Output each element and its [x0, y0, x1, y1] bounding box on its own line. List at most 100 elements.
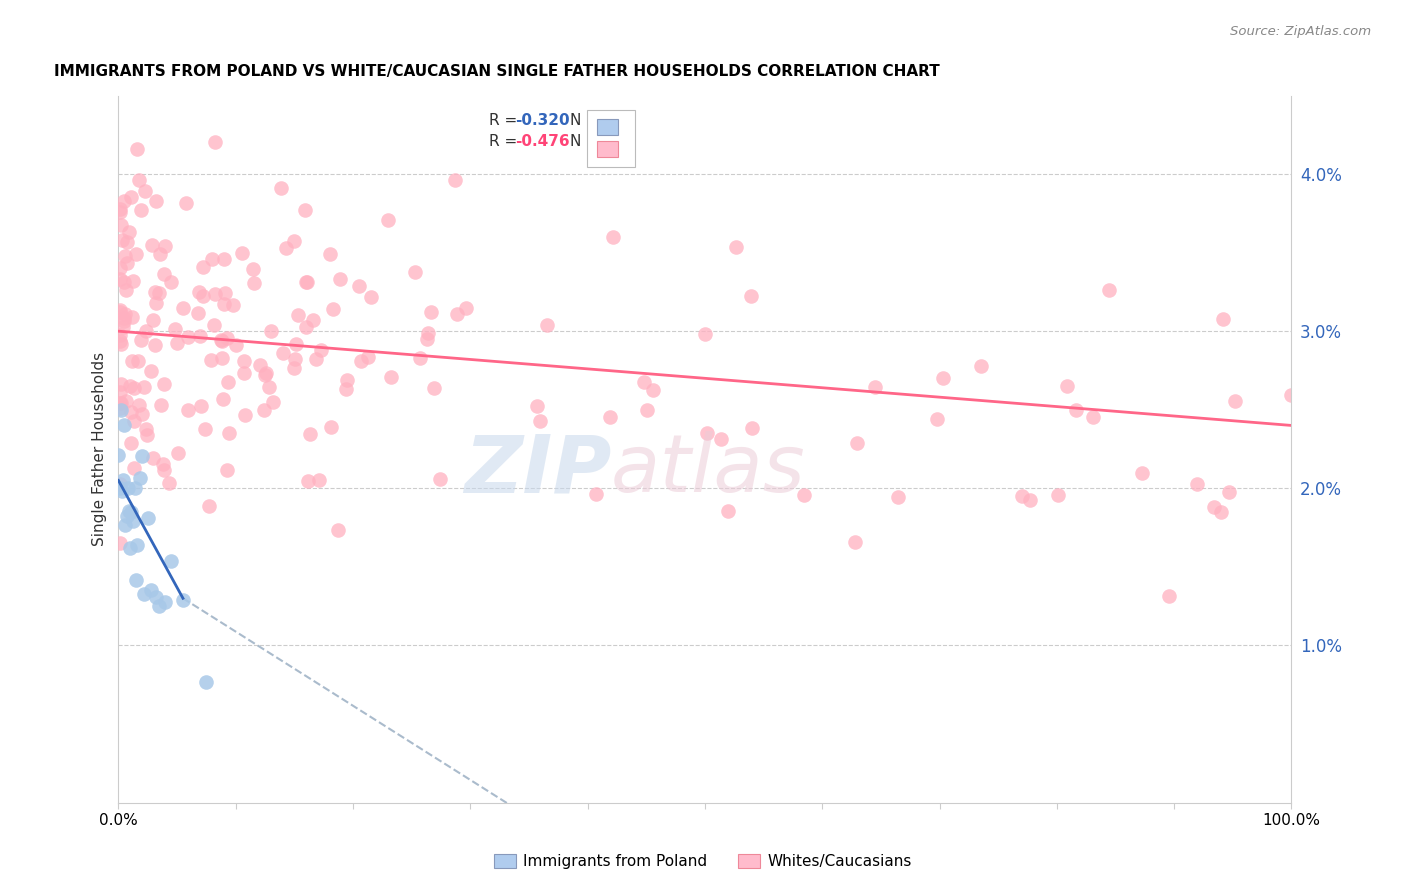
Point — [167, 446, 190, 460]
Point — [121, 514, 143, 528]
Point — [887, 490, 910, 504]
Point — [135, 324, 157, 338]
Point — [141, 237, 163, 252]
Point — [110, 402, 132, 417]
Point — [377, 213, 399, 227]
Point — [218, 425, 240, 440]
Point — [536, 318, 558, 332]
Point — [212, 297, 235, 311]
Point — [932, 371, 955, 385]
Point — [1064, 403, 1087, 417]
Point — [294, 320, 316, 334]
Point — [585, 487, 607, 501]
Point — [118, 504, 141, 518]
Point — [112, 417, 135, 432]
Point — [1083, 410, 1105, 425]
Point — [1212, 311, 1234, 326]
Point — [225, 338, 247, 352]
Point — [166, 336, 188, 351]
Point — [710, 432, 733, 446]
Point — [319, 420, 342, 434]
Point — [122, 460, 145, 475]
Point — [143, 285, 166, 299]
Point — [260, 324, 283, 338]
Point — [454, 301, 477, 315]
Point — [970, 359, 993, 374]
Point — [254, 368, 277, 383]
Point — [526, 399, 548, 413]
Point — [135, 422, 157, 436]
Point — [740, 288, 762, 302]
Point — [717, 504, 740, 518]
Text: atlas: atlas — [612, 431, 806, 509]
Point — [125, 247, 148, 261]
Point — [187, 306, 209, 320]
Point — [108, 477, 131, 491]
Point — [120, 189, 142, 203]
Point — [204, 135, 226, 149]
Point — [1225, 393, 1247, 408]
Point — [318, 247, 340, 261]
Point — [297, 474, 319, 488]
Point — [294, 276, 316, 290]
Point — [599, 410, 621, 425]
Point — [152, 457, 174, 471]
Point — [107, 448, 129, 462]
Point — [1202, 500, 1225, 515]
Point — [160, 275, 183, 289]
Point — [242, 261, 264, 276]
Point — [128, 471, 150, 485]
Point — [446, 307, 468, 321]
Point — [845, 435, 868, 450]
Point — [212, 252, 235, 267]
Text: R =: R = — [489, 134, 522, 149]
Point — [115, 394, 138, 409]
Point — [304, 352, 326, 367]
Point — [1046, 488, 1069, 502]
Point — [1218, 484, 1240, 499]
Point — [110, 219, 132, 233]
Point — [232, 354, 254, 368]
Point — [111, 320, 134, 334]
Point — [217, 376, 239, 390]
Point — [125, 142, 148, 156]
Point — [1098, 283, 1121, 297]
Point — [108, 396, 131, 410]
Point — [114, 518, 136, 533]
Point — [420, 305, 443, 319]
Point — [380, 370, 402, 384]
Point — [160, 554, 183, 568]
Point — [108, 202, 131, 217]
Point — [350, 353, 373, 368]
Text: Source: ZipAtlas.com: Source: ZipAtlas.com — [1230, 25, 1371, 38]
Point — [108, 327, 131, 342]
Point — [202, 318, 225, 332]
Point — [108, 334, 131, 348]
Point — [127, 354, 149, 368]
Point — [112, 473, 135, 487]
Point — [1211, 505, 1233, 519]
Point — [172, 301, 194, 316]
Point — [602, 229, 624, 244]
Point — [200, 353, 222, 368]
Point — [125, 574, 148, 588]
Point — [209, 334, 232, 348]
Point — [404, 265, 426, 279]
Point — [262, 395, 284, 409]
Point — [134, 184, 156, 198]
Point — [108, 385, 131, 400]
Point — [172, 593, 194, 607]
Text: -0.320: -0.320 — [515, 112, 569, 128]
Point — [271, 346, 294, 360]
Point — [347, 278, 370, 293]
Point — [148, 599, 170, 613]
Point — [326, 523, 349, 537]
Point — [193, 288, 215, 302]
Text: N =: N = — [569, 112, 605, 128]
Point — [129, 333, 152, 347]
Point — [233, 408, 256, 422]
Point — [152, 376, 174, 391]
Point — [122, 380, 145, 394]
Point — [120, 541, 142, 555]
Point — [217, 463, 239, 477]
